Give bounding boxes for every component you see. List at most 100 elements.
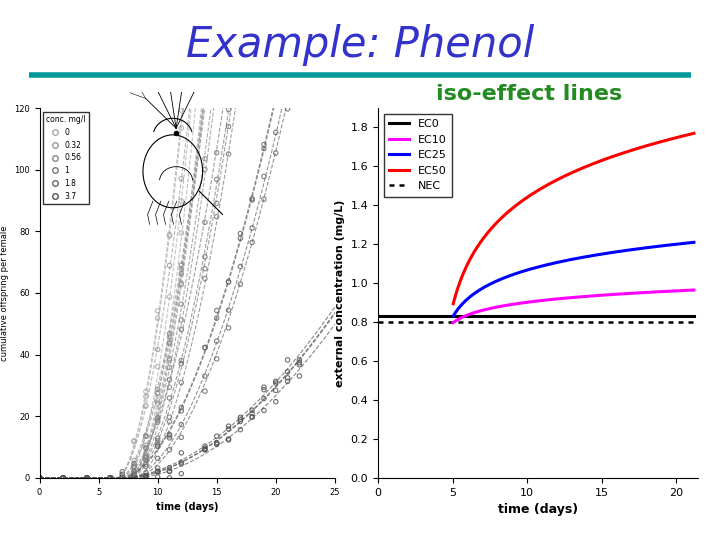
Point (117, 474, 128, 482)
Point (34, 474, 45, 482)
Point (81, 474, 93, 482)
Point (199, 343, 211, 352)
Point (199, 76, 211, 85)
Point (211, 148, 222, 157)
Point (140, 402, 152, 410)
Point (222, 436, 234, 444)
Point (128, 456, 140, 465)
Point (199, 99, 211, 107)
Point (34, 474, 45, 482)
Point (140, 392, 152, 401)
Point (163, 338, 175, 347)
Point (34, 474, 45, 482)
Legend: 0, 0.32, 0.56, 1, 1.8, 3.7: 0, 0.32, 0.56, 1, 1.8, 3.7 (43, 112, 89, 204)
Point (104, 474, 116, 482)
Point (270, 148, 282, 157)
Point (117, 474, 128, 482)
Point (152, 442, 163, 451)
Point (117, 474, 128, 482)
Point (152, 396, 163, 405)
Point (34, 474, 45, 482)
Point (128, 471, 140, 480)
Point (246, 413, 258, 421)
Point (199, 446, 211, 454)
Point (258, 383, 270, 391)
Point (246, 238, 258, 247)
Point (235, 234, 246, 242)
Point (163, 383, 175, 391)
Point (117, 474, 128, 482)
Point (163, 463, 175, 472)
Point (294, 22, 305, 30)
Point (81, 474, 93, 482)
Point (117, 470, 128, 478)
Point (58, 474, 69, 482)
Point (176, 458, 187, 467)
Point (282, 39, 293, 48)
Point (270, 397, 282, 406)
Point (235, 280, 246, 288)
Point (58, 474, 69, 482)
Point (199, 274, 211, 283)
Point (81, 474, 93, 482)
Point (104, 474, 116, 482)
Point (34, 474, 45, 482)
Point (81, 474, 93, 482)
Point (117, 474, 128, 482)
Point (117, 474, 128, 482)
Point (235, 229, 246, 238)
Point (222, 323, 234, 332)
Point (235, 415, 246, 424)
Point (104, 474, 116, 482)
Point (58, 474, 69, 482)
Point (152, 385, 163, 394)
Point (152, 467, 163, 475)
Point (117, 474, 128, 482)
Point (117, 474, 128, 482)
Point (128, 474, 140, 482)
Point (58, 474, 69, 482)
Point (152, 389, 163, 397)
Point (128, 473, 140, 482)
Point (81, 474, 93, 482)
Point (81, 474, 93, 482)
Point (258, 172, 270, 181)
Point (258, 394, 270, 403)
Point (199, 95, 211, 104)
Point (222, 105, 234, 114)
Point (199, 218, 211, 227)
Point (152, 440, 163, 448)
Point (81, 474, 93, 482)
Point (128, 474, 140, 482)
Point (163, 354, 175, 363)
Point (199, 165, 211, 174)
Point (176, 265, 187, 273)
Point (163, 329, 175, 338)
Point (140, 474, 152, 482)
Point (104, 474, 116, 482)
Point (34, 474, 45, 482)
Point (81, 474, 93, 482)
Point (211, 438, 222, 447)
Point (58, 474, 69, 482)
Point (152, 436, 163, 445)
Point (104, 474, 116, 482)
Point (104, 474, 116, 482)
Point (152, 416, 163, 424)
Point (163, 333, 175, 341)
Point (104, 474, 116, 482)
Point (199, 265, 211, 273)
Point (81, 474, 93, 482)
Point (199, 372, 211, 380)
Point (104, 474, 116, 482)
Point (34, 474, 45, 482)
Point (152, 468, 163, 476)
Point (199, 8, 211, 16)
Point (140, 454, 152, 462)
Point (246, 194, 258, 203)
Point (211, 175, 222, 184)
Point (211, 61, 222, 70)
Point (128, 467, 140, 476)
Point (176, 469, 187, 478)
Point (163, 339, 175, 348)
